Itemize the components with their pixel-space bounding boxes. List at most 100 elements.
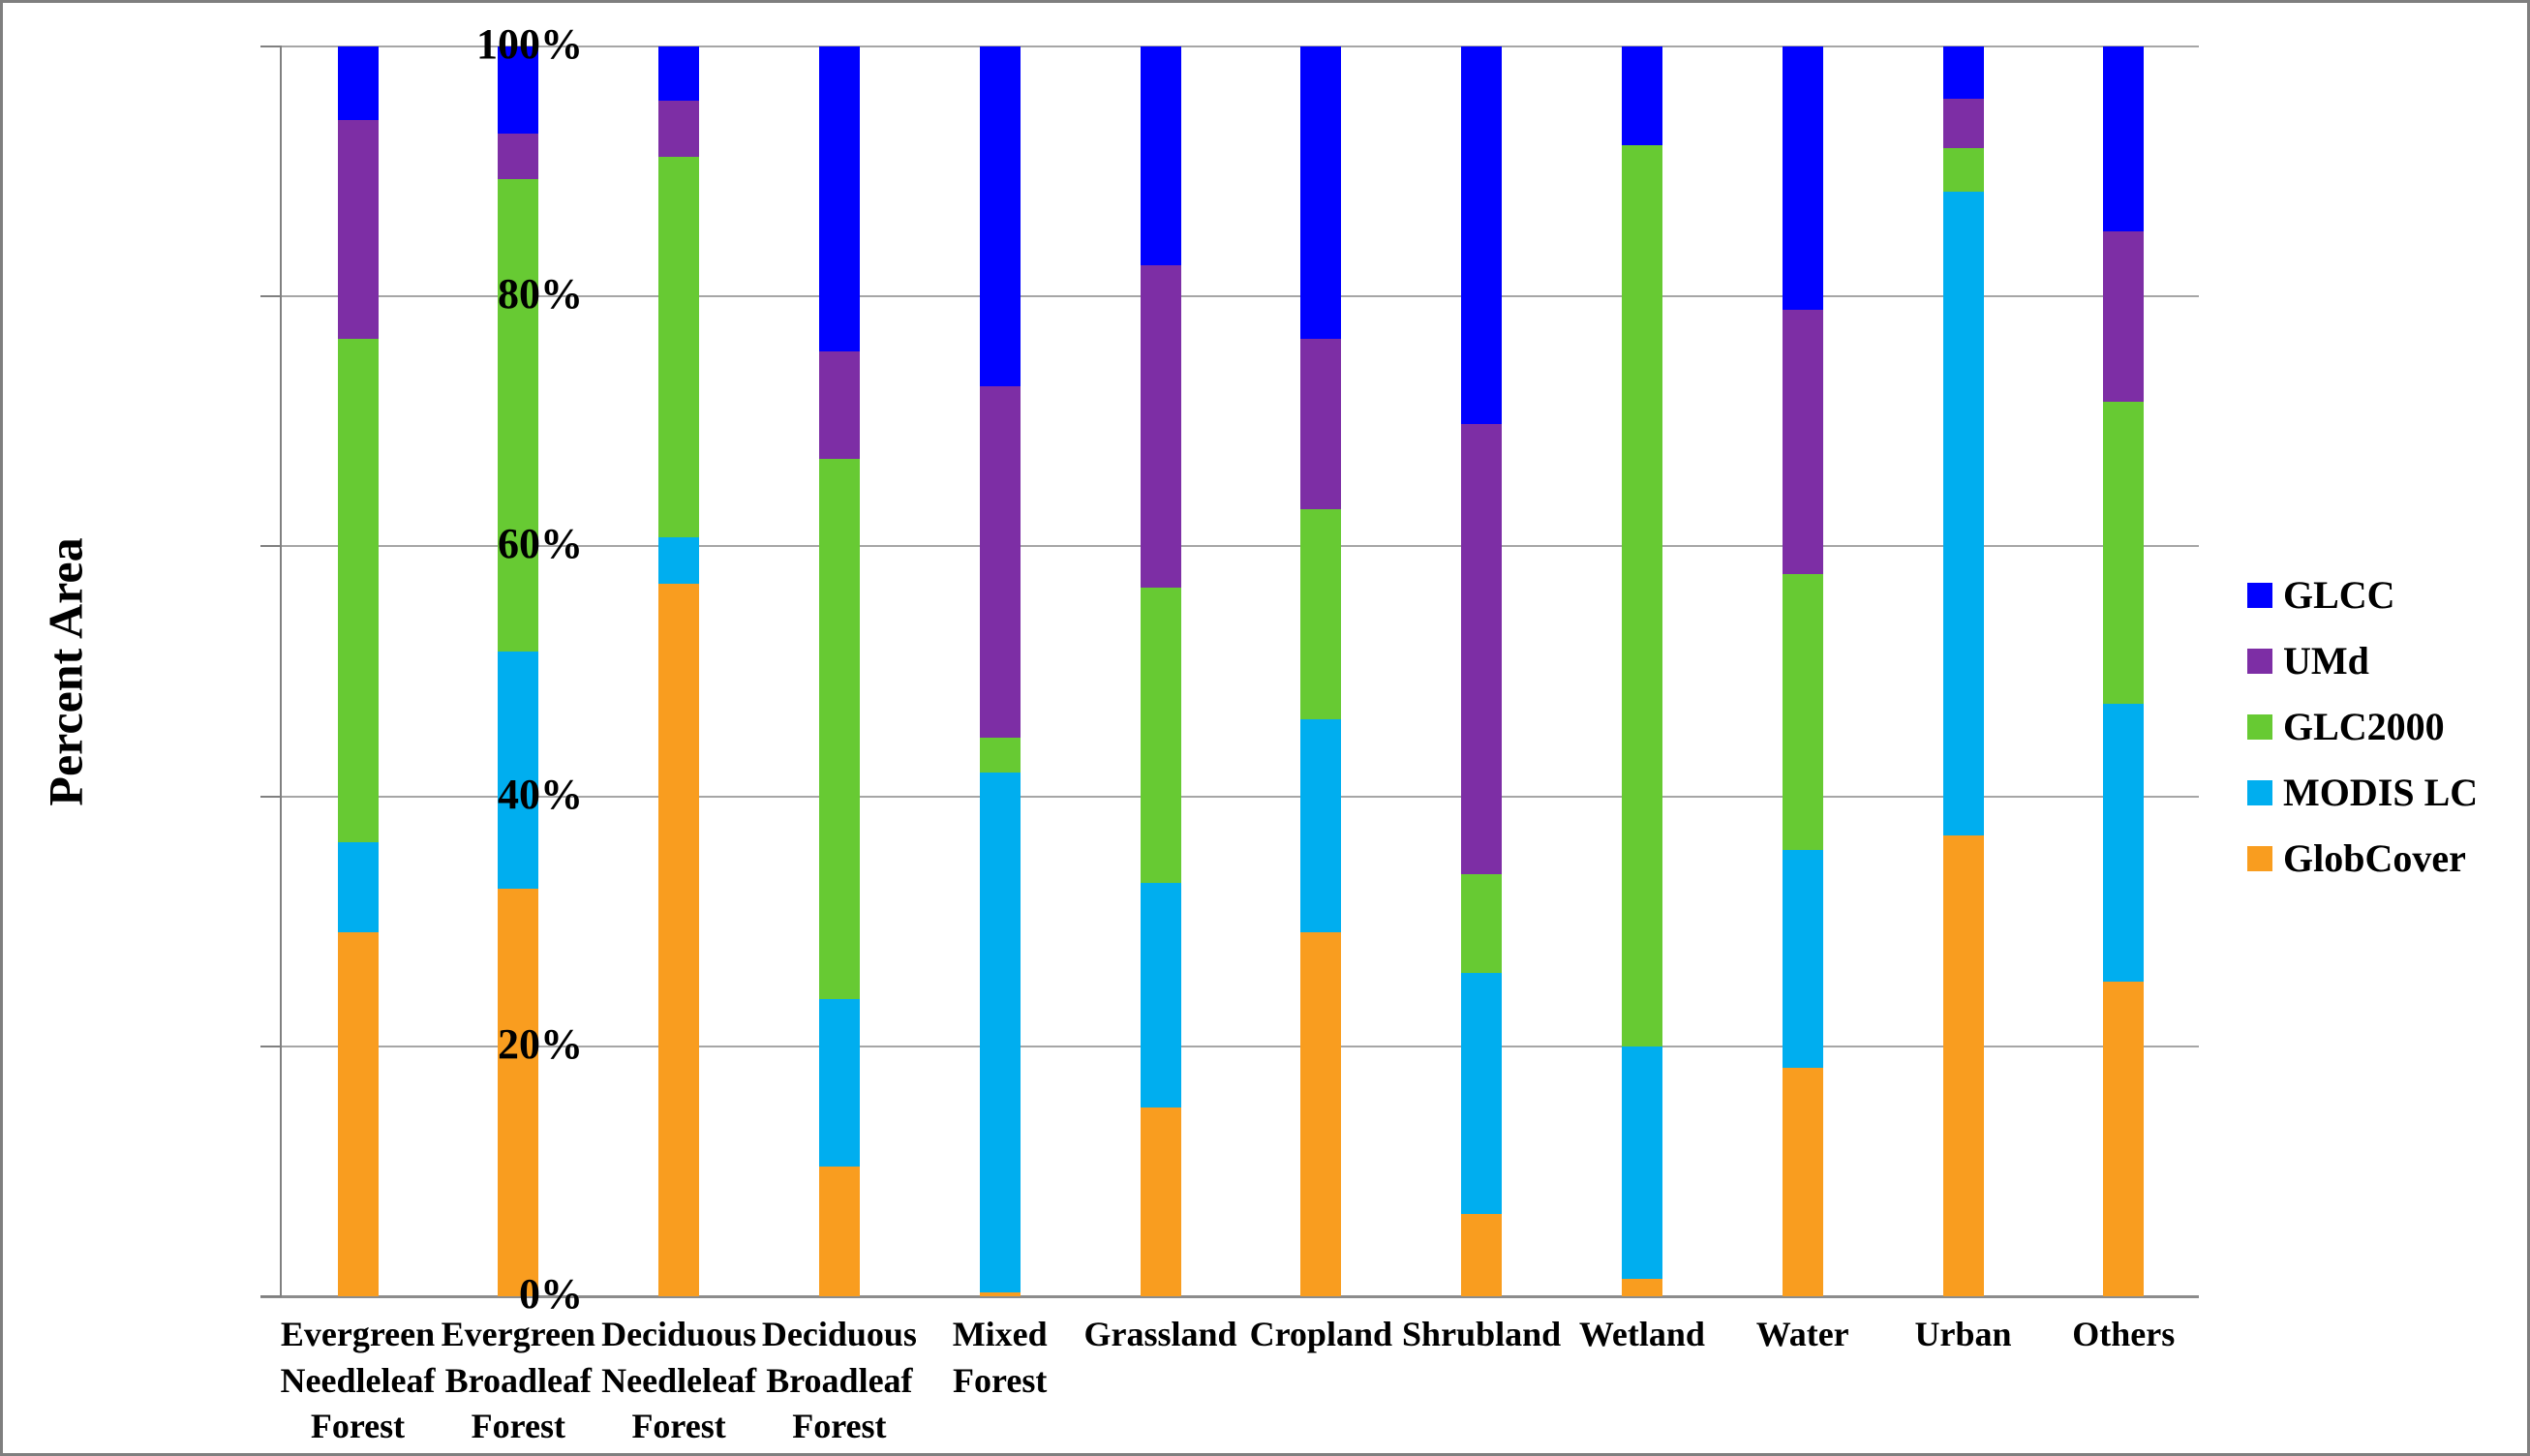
y-tick-100 bbox=[260, 46, 282, 47]
bar-others bbox=[2103, 46, 2145, 1296]
segment-globcover bbox=[979, 1292, 1021, 1296]
segment-glc2000 bbox=[337, 339, 379, 843]
bar-deciduous-needleleaf-forest bbox=[658, 46, 700, 1296]
gridline-20 bbox=[282, 1045, 2199, 1047]
segment-modis-lc bbox=[1461, 972, 1503, 1214]
legend-swatch-glcc bbox=[2247, 583, 2272, 608]
legend-label-globcover: GlobCover bbox=[2283, 836, 2466, 880]
segment-glc2000 bbox=[1782, 573, 1823, 851]
legend-swatch-glc2000 bbox=[2247, 714, 2272, 740]
segment-glc2000 bbox=[1621, 145, 1662, 1046]
segment-modis-lc bbox=[1621, 1046, 1662, 1279]
segment-modis-lc bbox=[1300, 718, 1342, 933]
plot-area bbox=[260, 46, 2199, 1298]
segment-umd bbox=[498, 134, 539, 179]
segment-globcover bbox=[2103, 981, 2145, 1296]
segment-globcover bbox=[1782, 1067, 1823, 1296]
y-tick-80 bbox=[260, 295, 282, 298]
legend-swatch-umd bbox=[2247, 649, 2272, 674]
legend-label-glcc: GLCC bbox=[2283, 573, 2395, 617]
legend-item-glc2000: GLC2000 bbox=[2247, 705, 2478, 748]
gridline-100 bbox=[282, 46, 2199, 47]
segment-glcc bbox=[1942, 46, 1984, 100]
legend-swatch-modis-lc bbox=[2247, 780, 2272, 805]
legend-label-glc2000: GLC2000 bbox=[2283, 705, 2445, 748]
legend-item-glcc: GLCC bbox=[2247, 573, 2478, 617]
bar-grassland bbox=[1140, 46, 1181, 1296]
segment-modis-lc bbox=[1942, 191, 1984, 835]
bar-wetland bbox=[1621, 46, 1662, 1296]
segment-modis-lc bbox=[498, 651, 539, 890]
segment-modis-lc bbox=[1782, 850, 1823, 1068]
x-label-deciduous-broadleaf-forest: Deciduous Broadleaf Forest bbox=[761, 1315, 917, 1446]
segment-glc2000 bbox=[1461, 873, 1503, 973]
segment-glcc bbox=[979, 46, 1021, 387]
x-label-deciduous-needleleaf-forest: Deciduous Needleleaf Forest bbox=[601, 1315, 757, 1446]
x-label-evergreen-broadleaf-forest: Evergreen Broadleaf Forest bbox=[441, 1315, 595, 1446]
segment-umd bbox=[1140, 264, 1181, 589]
segment-glc2000 bbox=[1942, 147, 1984, 192]
segment-umd bbox=[1942, 99, 1984, 148]
segment-modis-lc bbox=[337, 842, 379, 933]
segment-glcc bbox=[1300, 46, 1342, 340]
segment-glcc bbox=[498, 46, 539, 135]
y-tick-label-80pct: 80% bbox=[498, 270, 583, 318]
segment-umd bbox=[658, 100, 700, 157]
segment-globcover bbox=[658, 584, 700, 1296]
legend: GLCC UMd GLC2000 MODIS LC GlobCover bbox=[2247, 573, 2479, 911]
segment-modis-lc bbox=[2103, 704, 2145, 982]
gridline-80 bbox=[282, 295, 2199, 298]
legend-label-umd: UMd bbox=[2283, 639, 2369, 682]
y-axis-line bbox=[280, 46, 282, 1296]
y-tick-60 bbox=[260, 545, 282, 548]
segment-umd bbox=[818, 351, 860, 460]
segment-glcc bbox=[1461, 46, 1503, 424]
segment-glcc bbox=[1140, 46, 1181, 265]
gridline-40 bbox=[282, 795, 2199, 798]
x-label-urban: Urban bbox=[1914, 1315, 2012, 1353]
segment-globcover bbox=[1300, 932, 1342, 1296]
segment-glc2000 bbox=[2103, 401, 2145, 705]
y-tick-label-40pct: 40% bbox=[498, 770, 583, 818]
y-tick-label-60pct: 60% bbox=[498, 520, 583, 568]
segment-glc2000 bbox=[498, 178, 539, 652]
x-label-wetland: Wetland bbox=[1578, 1315, 1705, 1353]
x-label-shrubland: Shrubland bbox=[1402, 1315, 1562, 1353]
x-label-water: Water bbox=[1755, 1315, 1849, 1353]
x-label-others: Others bbox=[2072, 1315, 2176, 1353]
bar-water bbox=[1782, 46, 1823, 1296]
legend-label-modis-lc: MODIS LC bbox=[2283, 771, 2479, 814]
segment-glc2000 bbox=[1300, 508, 1342, 719]
bar-shrubland bbox=[1461, 46, 1503, 1296]
x-label-evergreen-needleleaf-forest: Evergreen Needleleaf Forest bbox=[280, 1315, 436, 1446]
segment-globcover bbox=[1621, 1278, 1662, 1296]
segment-glcc bbox=[1621, 46, 1662, 146]
segment-globcover bbox=[1461, 1213, 1503, 1296]
segment-umd bbox=[979, 386, 1021, 738]
segment-glcc bbox=[658, 46, 700, 101]
segment-glcc bbox=[1782, 46, 1823, 311]
legend-item-umd: UMd bbox=[2247, 639, 2478, 682]
legend-item-modis-lc: MODIS LC bbox=[2247, 771, 2479, 814]
segment-globcover bbox=[1942, 834, 1984, 1296]
bar-cropland bbox=[1300, 46, 1342, 1296]
segment-glc2000 bbox=[979, 737, 1021, 774]
segment-umd bbox=[337, 120, 379, 340]
y-axis-title: Percent Area bbox=[32, 46, 100, 1296]
segment-umd bbox=[1782, 310, 1823, 574]
segment-modis-lc bbox=[658, 537, 700, 585]
legend-swatch-globcover bbox=[2247, 846, 2272, 871]
x-label-grassland: Grassland bbox=[1083, 1315, 1237, 1353]
y-axis-title-text: Percent Area bbox=[39, 536, 94, 806]
y-tick-20 bbox=[260, 1045, 282, 1047]
y-tick-label-20pct: 20% bbox=[498, 1019, 583, 1068]
segment-globcover bbox=[337, 932, 379, 1296]
bar-deciduous-broadleaf-forest bbox=[818, 46, 860, 1296]
bar-evergreen-needleleaf-forest bbox=[337, 46, 379, 1296]
gridline-60 bbox=[282, 545, 2199, 548]
y-tick-0 bbox=[260, 1295, 282, 1297]
segment-modis-lc bbox=[818, 998, 860, 1167]
segment-glcc bbox=[818, 46, 860, 352]
segment-globcover bbox=[818, 1166, 860, 1296]
